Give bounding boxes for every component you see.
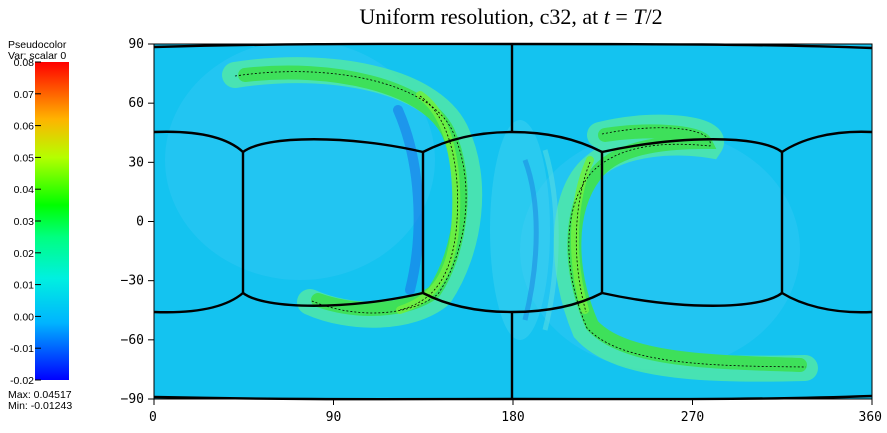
ripple-1: [522, 159, 539, 321]
colorbar-tick-label: 0.08: [14, 57, 35, 69]
upper-arcs: [153, 130, 873, 154]
legend-min: Min: -0.01243: [8, 400, 73, 412]
x-tick-label: 90: [326, 410, 342, 425]
chart-title: Uniform resolution, c32, at t = T/2: [359, 4, 663, 29]
contour-2: [399, 95, 459, 311]
trough-1: [393, 105, 424, 295]
colorbar-tick-label: 0.03: [14, 216, 35, 228]
filament-2-core: [567, 124, 807, 372]
colorbar-ticks: 0.08 0.07 0.06 0.05 0.04 0.03 0.02 0.01 0.00 -0.0…: [10, 57, 41, 387]
lower-arcs: [153, 291, 873, 314]
legend-max: Max: 0.04517: [8, 389, 72, 401]
x-tick-label: 180: [501, 410, 524, 425]
axis-ticks: 0 90 180 270 360 90 60 30 0 −30 −60 −90: [121, 37, 882, 425]
filament-1-core: [238, 65, 468, 316]
x-tick-label: 0: [149, 410, 157, 425]
y-tick-label: 90: [128, 37, 144, 52]
y-tick-label: −60: [121, 333, 144, 348]
colorbar-tick-label: 0.06: [14, 121, 35, 133]
y-tick-label: 0: [136, 215, 144, 230]
colorbar-tick-label: 0.05: [14, 152, 35, 164]
halo-1: [165, 44, 435, 280]
colorbar-tick-label: 0.01: [14, 280, 35, 292]
x-tick-label: 270: [681, 410, 704, 425]
colorbar-tick-label: 0.00: [14, 311, 35, 323]
y-tick-label: −30: [121, 274, 144, 289]
contour-3: [568, 127, 807, 368]
colorbar-tick-label: 0.07: [14, 89, 35, 101]
halo-3: [490, 120, 550, 340]
y-tick-label: 30: [128, 155, 144, 170]
contour-4: [575, 161, 591, 313]
colorbar-tick-label: 0.04: [14, 184, 35, 196]
contour-1: [234, 71, 467, 314]
colorbar-tick-label: -0.01: [10, 343, 34, 355]
y-tick-label: 60: [128, 96, 144, 111]
y-tick-label: −90: [121, 392, 144, 407]
colorbar-tick-label: -0.02: [10, 375, 34, 387]
plot-area: [154, 44, 872, 399]
x-tick-label: 360: [859, 410, 882, 425]
filament-2-peak: [570, 156, 594, 314]
legend-var: Var: scalar 0: [8, 50, 67, 62]
colorbar-tick-label: 0.02: [14, 248, 35, 260]
legend-header: Pseudocolor: [8, 39, 67, 51]
